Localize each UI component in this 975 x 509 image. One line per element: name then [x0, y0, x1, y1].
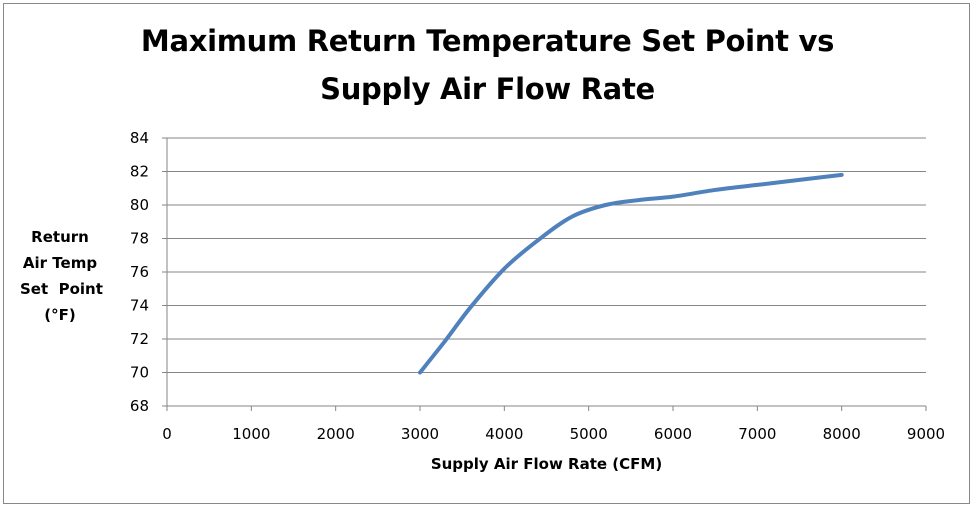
- chart-title-line1: Maximum Return Temperature Set Point vs: [140, 24, 835, 58]
- data-point-0-1: [443, 339, 447, 343]
- x-tick-label-9000: 9000: [907, 425, 945, 443]
- y-tick-label-78: 78: [130, 230, 149, 248]
- data-point-0-2: [469, 305, 473, 309]
- data-point-0-8: [671, 195, 675, 199]
- y-tick-label-70: 70: [130, 364, 149, 382]
- data-point-0-9: [713, 188, 717, 192]
- grid-layer: [167, 137, 926, 373]
- data-point-0-0: [418, 371, 422, 375]
- chart-title-line2: Supply Air Flow Rate: [320, 72, 655, 106]
- x-tick-label-5000: 5000: [570, 425, 608, 443]
- x-tick-label-3000: 3000: [401, 425, 439, 443]
- data-point-0-6: [604, 203, 608, 207]
- x-tick-label-2000: 2000: [317, 425, 355, 443]
- data-point-0-4: [536, 238, 540, 242]
- data-point-0-11: [798, 178, 802, 182]
- data-point-0-7: [637, 198, 641, 202]
- y-tick-label-72: 72: [130, 330, 149, 348]
- data-point-0-5: [570, 215, 574, 219]
- tick-label-layer: 68 70 72 74 76 78 80 82 84 0 1000 2000 3000 4000 5000 6…: [130, 129, 945, 443]
- y-tick-label-82: 82: [130, 163, 149, 181]
- axis-layer: [162, 137, 927, 411]
- x-axis-label: Supply Air Flow Rate (CFM): [430, 455, 663, 473]
- series-line-0: [418, 172, 844, 375]
- y-axis-label: Return Air Temp Set Point (°F): [20, 228, 103, 324]
- x-tick-label-6000: 6000: [654, 425, 692, 443]
- y-tick-label-84: 84: [130, 129, 149, 147]
- data-point-0-10: [755, 183, 759, 187]
- x-tick-label-8000: 8000: [823, 425, 861, 443]
- y-tick-label-74: 74: [130, 297, 149, 315]
- data-point-0-3: [502, 267, 506, 271]
- y-tick-label-76: 76: [130, 263, 149, 281]
- x-tick-label-0: 0: [162, 425, 172, 443]
- x-tick-label-1000: 1000: [232, 425, 270, 443]
- series-layer: [418, 172, 844, 375]
- x-tick-label-7000: 7000: [738, 425, 776, 443]
- x-tick-label-4000: 4000: [485, 425, 523, 443]
- chart-frame: [3, 3, 970, 504]
- y-tick-label-80: 80: [130, 196, 149, 214]
- data-point-0-12: [840, 173, 844, 177]
- y-tick-label-68: 68: [130, 397, 149, 415]
